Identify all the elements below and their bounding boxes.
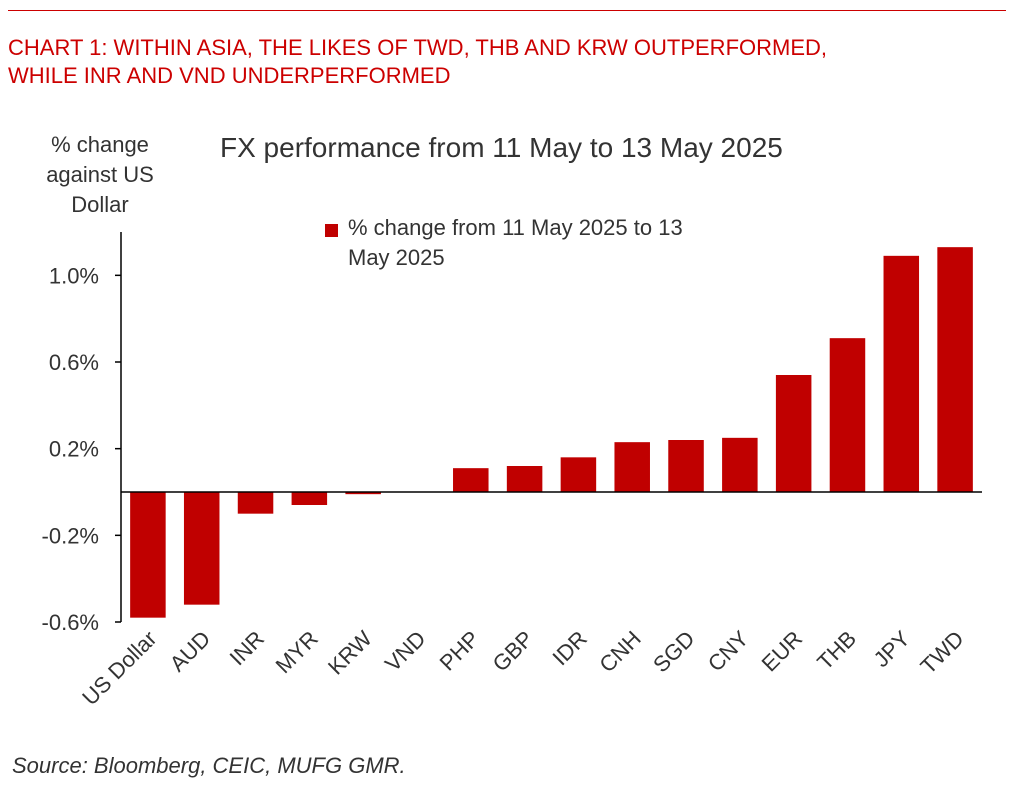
legend-label-line-2: May 2025 bbox=[348, 245, 445, 270]
legend-label: % change from 11 May 2025 to 13 May 2025 bbox=[348, 213, 768, 273]
x-tick-label: VND bbox=[380, 626, 431, 677]
x-tick-label: INR bbox=[225, 626, 269, 670]
top-rule bbox=[8, 10, 1006, 11]
bar-eur bbox=[775, 375, 812, 492]
x-tick-label: EUR bbox=[757, 626, 808, 677]
legend-swatch bbox=[325, 224, 338, 237]
y-tick-label: 0.6% bbox=[49, 350, 99, 375]
bar-cnh bbox=[614, 442, 650, 492]
x-tick-label: PHP bbox=[435, 626, 485, 676]
y-axis-label-line-2: against US bbox=[46, 162, 154, 187]
headline-line-1: CHART 1: WITHIN ASIA, THE LIKES OF TWD, … bbox=[8, 35, 828, 60]
x-tick-label: CNH bbox=[594, 626, 645, 677]
bar-jpy bbox=[883, 255, 920, 492]
x-tick-label: IDR bbox=[547, 626, 591, 670]
y-tick-label: 0.2% bbox=[49, 437, 99, 462]
x-tick-label: US Dollar bbox=[77, 626, 161, 710]
y-axis-label-line-1: % change bbox=[51, 132, 149, 157]
x-tick-label: TWD bbox=[916, 626, 969, 679]
bar-sgd bbox=[668, 440, 704, 492]
x-tick-label: SGD bbox=[648, 626, 699, 677]
bar-cny bbox=[722, 437, 758, 492]
bar-krw bbox=[345, 492, 381, 495]
bar-gbp bbox=[506, 466, 543, 492]
bar-us-dollar bbox=[130, 492, 166, 618]
legend-label-line-1: % change from 11 May 2025 to 13 bbox=[348, 215, 683, 240]
x-tick-label: CNY bbox=[703, 626, 754, 677]
bar-inr bbox=[237, 492, 274, 514]
x-tick-label: THB bbox=[812, 626, 861, 675]
y-tick-label: -0.2% bbox=[42, 523, 99, 548]
source-note: Source: Bloomberg, CEIC, MUFG GMR. bbox=[12, 753, 406, 778]
x-tick-label: JPY bbox=[869, 626, 915, 672]
y-axis-label: % change against US Dollar bbox=[20, 130, 180, 220]
chart-headline: CHART 1: WITHIN ASIA, THE LIKES OF TWD, … bbox=[8, 34, 1013, 90]
bar-thb bbox=[829, 338, 866, 492]
bar-myr bbox=[291, 492, 328, 505]
x-tick-label: KRW bbox=[323, 626, 377, 680]
bar-twd bbox=[937, 247, 973, 492]
y-tick-label: -0.6% bbox=[42, 610, 99, 635]
chart-title: FX performance from 11 May to 13 May 202… bbox=[220, 132, 783, 163]
bar-idr bbox=[560, 457, 597, 492]
x-tick-label: AUD bbox=[165, 626, 216, 677]
x-tick-label: MYR bbox=[271, 626, 323, 678]
x-tick-label: GBP bbox=[488, 626, 539, 677]
bar-aud bbox=[183, 492, 220, 605]
headline-line-2: WHILE INR AND VND UNDERPERFORMED bbox=[8, 63, 451, 88]
y-tick-label: 1.0% bbox=[49, 263, 99, 288]
y-axis-label-line-3: Dollar bbox=[71, 192, 129, 217]
bar-php bbox=[453, 468, 489, 492]
